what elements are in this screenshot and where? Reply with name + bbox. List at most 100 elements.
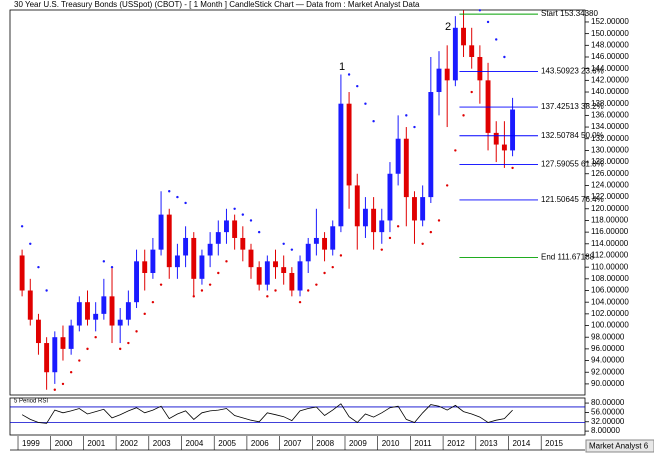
sar-dot [110,265,114,269]
y-tick-label: 116.00000 [591,227,629,236]
retracement-label: 137.42513 38.2% [541,102,604,111]
x-tick-label: 2012 [447,439,465,448]
sar-dot [217,271,220,275]
x-tick-label: 2006 [251,439,269,448]
sar-dot [282,242,285,246]
sar-dot [86,347,89,351]
sar-dot [192,295,195,298]
candle-body [248,249,254,268]
sar-dot [364,102,367,105]
candle-body [444,68,450,81]
candle-body [461,27,466,46]
candle-body [330,226,336,250]
sar-dot [511,166,514,170]
y-tick-label: 92.00000 [591,367,625,376]
candle-body [35,319,41,344]
candle-body [322,237,328,250]
sar-dot [37,265,40,269]
retracement-label: 143.50923 23.6% [541,67,604,76]
sar-dot [315,283,318,286]
sar-dot [45,289,48,292]
y-tick-label: 80.00000 [591,398,625,407]
x-tick-label: 2013 [480,439,498,448]
y-tick-label: 102.00000 [591,309,629,318]
candle-body [469,45,475,57]
candle-body [68,325,74,349]
y-tick-label: 150.00000 [591,29,629,38]
x-tick-label: 2004 [186,439,204,448]
sar-dot [61,382,65,386]
candle-body [452,27,458,81]
y-tick-label: 148.00000 [591,40,629,49]
x-tick-label: 2011 [414,439,432,448]
candle-body [101,296,107,314]
retracement-label: End 111.67188 [541,253,595,262]
candle-body [207,243,213,256]
candle-body [387,173,393,221]
sar-dot [118,347,122,351]
sar-dot [200,289,204,292]
y-tick-label: 140.00000 [591,87,629,96]
candle-body [215,232,221,244]
sar-dot [298,300,302,304]
sar-dot [176,195,179,199]
rsi-panel [9,397,586,436]
y-tick-label: 8.00000 [591,426,620,435]
candle-body [281,267,287,273]
y-tick-label: 136.00000 [591,110,629,119]
candle-body [183,237,189,256]
y-tick-label: 104.00000 [591,297,629,306]
candle-body [403,138,409,198]
candle-body [354,185,360,227]
sar-dot [388,236,392,240]
sar-dot [257,230,261,234]
candle-body [273,261,278,268]
y-tick-label: 134.00000 [591,122,629,131]
sar-dot [478,9,482,12]
candle-body [52,337,58,373]
sar-dot [503,55,506,59]
y-tick-label: 144.00000 [591,64,629,73]
sar-dot [159,283,163,286]
y-tick-label: 120.00000 [591,204,629,213]
sar-dot [486,20,490,24]
sar-dot [356,84,359,88]
candle-body [224,220,229,233]
candle-body [371,208,377,233]
sar-dot [94,336,97,339]
x-tick-label: 2001 [87,439,105,448]
sar-dot [266,295,269,298]
annotation: 1 [339,61,345,73]
candle-body [19,255,25,291]
sar-dot [208,283,212,286]
candle-body [60,337,66,349]
candle-body [44,343,50,373]
y-tick-label: 98.00000 [591,332,625,341]
y-tick-label: 94.00000 [591,356,625,365]
candle-body [232,220,238,238]
candle-body [362,208,368,227]
candle-body [477,56,483,81]
candle-body [338,103,344,227]
candle-body [85,302,90,320]
candle-body [191,237,197,279]
y-tick-label: 112.00000 [591,251,629,260]
retracement-label: 121.50645 76.4% [541,195,604,204]
x-tick-label: 2007 [284,439,302,448]
candle-body [109,296,115,326]
candle-body [420,197,426,221]
y-tick-label: 130.00000 [591,146,629,155]
price-panel [9,9,586,396]
sar-dot [127,341,130,345]
y-tick-label: 56.00000 [591,408,625,417]
x-tick-label: 2015 [545,439,563,448]
candle-body [264,261,270,285]
candle-body [76,302,82,326]
sar-dot [20,225,24,228]
chart-title: 30 Year U.S. Treasury Bonds (USSpot) (CB… [14,0,420,9]
x-tick-label: 2010 [382,439,400,448]
brand: Market Analyst 6 [589,442,649,451]
sar-dot [331,265,334,269]
candle-body [379,220,385,233]
sar-dot [347,73,351,76]
